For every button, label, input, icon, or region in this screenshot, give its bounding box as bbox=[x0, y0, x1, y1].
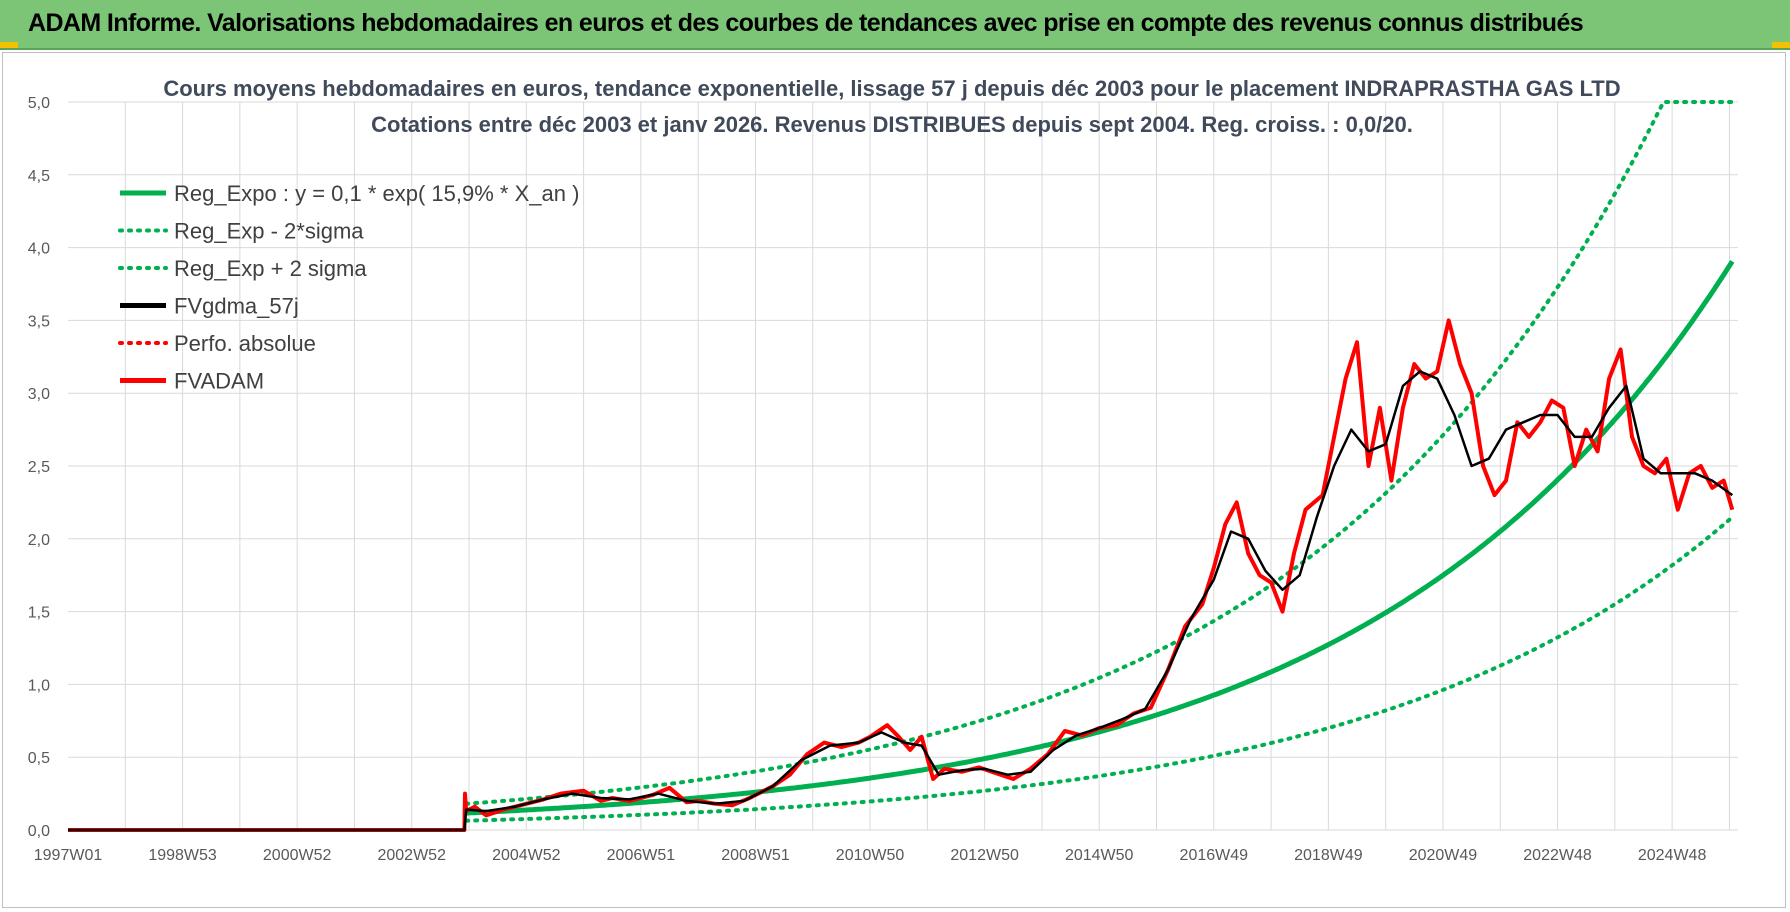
corner-mark-left bbox=[0, 42, 18, 48]
x-tick-label: 2016W49 bbox=[1180, 847, 1249, 864]
x-tick-label: 2014W50 bbox=[1065, 847, 1134, 864]
y-tick-label: 4,0 bbox=[28, 241, 50, 258]
header-banner: ADAM Informe. Valorisations hebdomadaire… bbox=[0, 0, 1790, 50]
x-tick-label: 2000W52 bbox=[263, 847, 332, 864]
x-tick-label: 2020W49 bbox=[1409, 847, 1478, 864]
chart-title-line2: Cotations entre déc 2003 et janv 2026. R… bbox=[371, 112, 1413, 137]
x-tick-label: 1998W53 bbox=[148, 847, 217, 864]
y-tick-label: 3,5 bbox=[28, 313, 50, 330]
chart-title-line1: Cours moyens hebdomadaires en euros, ten… bbox=[163, 76, 1620, 101]
legend-label-perfo: Perfo. absolue bbox=[174, 331, 316, 356]
x-tick-label: 2022W48 bbox=[1523, 847, 1592, 864]
x-tick-label: 2018W49 bbox=[1294, 847, 1363, 864]
series-group bbox=[68, 100, 1735, 832]
legend: Reg_Expo : y = 0,1 * exp( 15,9% * X_an )… bbox=[118, 181, 579, 394]
grid bbox=[68, 101, 1738, 831]
fvadam-line bbox=[68, 318, 1735, 832]
x-tick-label: 2002W52 bbox=[377, 847, 446, 864]
legend-label-reg_minus: Reg_Exp - 2*sigma bbox=[174, 219, 364, 244]
fvgdma-line bbox=[68, 370, 1734, 832]
y-tick-label: 2,5 bbox=[28, 459, 50, 476]
x-tick-label: 2004W52 bbox=[492, 847, 561, 864]
x-tick-label: 2010W50 bbox=[836, 847, 905, 864]
legend-label-fvadam: FVADAM bbox=[174, 369, 264, 394]
y-tick-label: 4,5 bbox=[28, 168, 50, 185]
x-tick-label: 1997W01 bbox=[34, 847, 103, 864]
x-axis-ticks: 1997W01 1998W53 2000W52 2002W52 2004W52 2006W… bbox=[34, 847, 1707, 864]
x-tick-label: 2012W50 bbox=[950, 847, 1019, 864]
y-tick-label: 0,5 bbox=[28, 750, 50, 767]
y-tick-label: 2,0 bbox=[28, 532, 50, 549]
y-tick-label: 1,0 bbox=[28, 677, 50, 694]
x-tick-label: 2006W51 bbox=[607, 847, 676, 864]
x-tick-label: 2008W51 bbox=[721, 847, 790, 864]
y-axis-ticks: 0,0 0,5 1,0 1,5 2,0 2,5 3,0 3,5 4,0 4,5 5,0 bbox=[28, 95, 50, 840]
banner-title: ADAM Informe. Valorisations hebdomadaire… bbox=[28, 9, 1584, 37]
y-tick-label: 3,0 bbox=[28, 386, 50, 403]
y-tick-label: 1,5 bbox=[28, 605, 50, 622]
chart-frame bbox=[2, 52, 1786, 908]
reg-plus-2sigma-line bbox=[464, 100, 1735, 806]
legend-label-reg_expo: Reg_Expo : y = 0,1 * exp( 15,9% * X_an ) bbox=[174, 181, 579, 206]
x-tick-label: 2024W48 bbox=[1638, 847, 1707, 864]
y-tick-label: 0,0 bbox=[28, 823, 50, 840]
legend-label-reg_plus: Reg_Exp + 2 sigma bbox=[174, 256, 367, 281]
corner-mark-right bbox=[1772, 42, 1790, 48]
legend-label-fvgdma: FVgdma_57j bbox=[174, 294, 299, 319]
y-tick-label: 5,0 bbox=[28, 95, 50, 112]
